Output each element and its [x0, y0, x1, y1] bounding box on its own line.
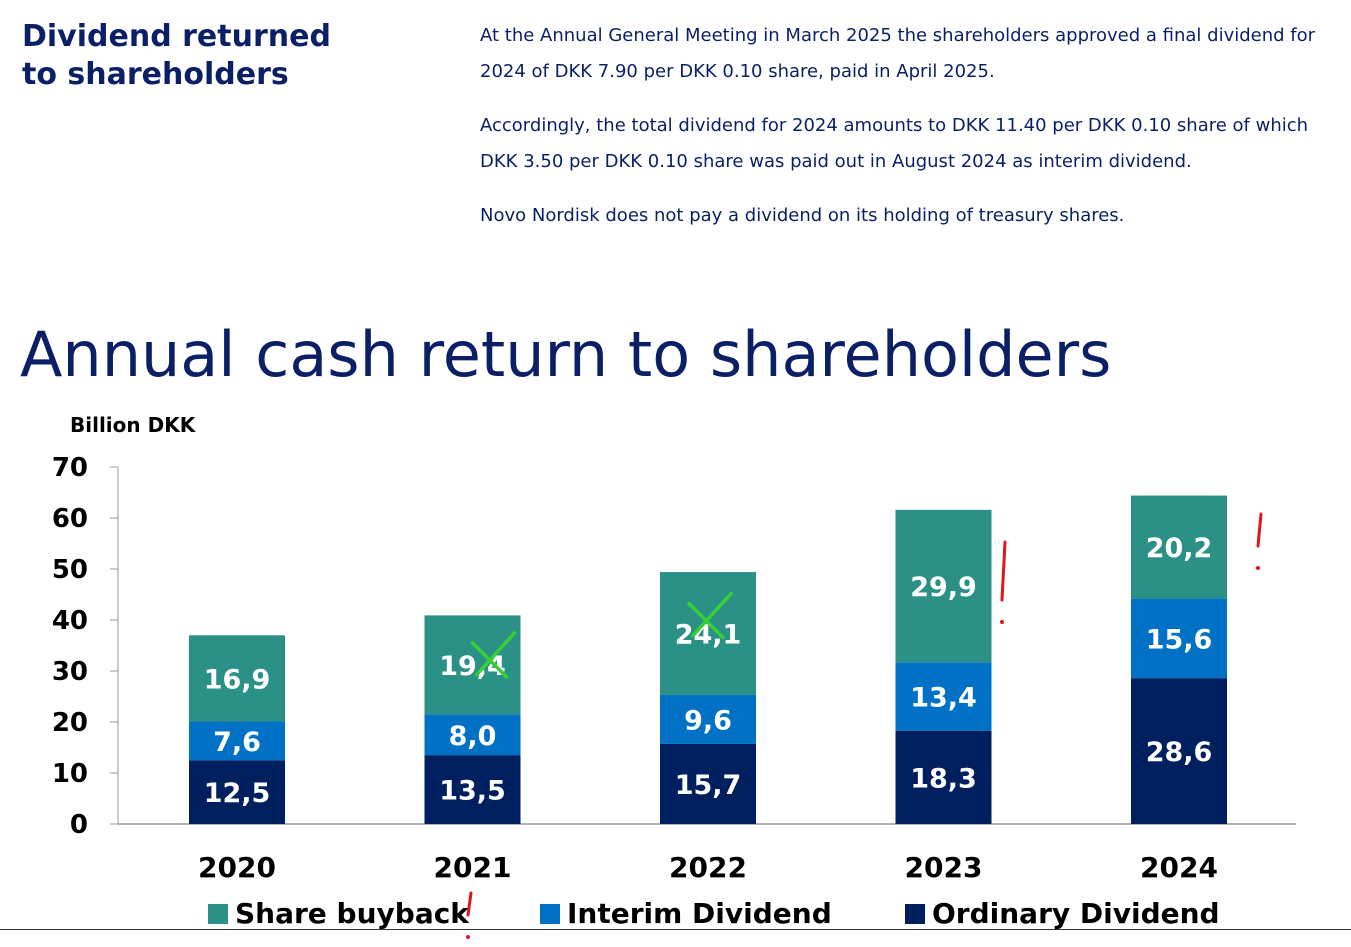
bar-2020-share-buyback	[189, 635, 285, 722]
bar-2023-share-buyback	[895, 509, 992, 663]
x-tick-label-2024: 2024	[1140, 851, 1218, 884]
x-tick-label-2023: 2023	[905, 851, 983, 884]
data-label-2020-share-buyback: 16,9	[204, 664, 271, 695]
x-tick-label-2020: 2020	[198, 851, 276, 884]
x-tick-label-2021: 2021	[434, 851, 512, 884]
bar-2024-interim-dividend	[1131, 598, 1227, 679]
y-tick-label-10: 10	[52, 759, 88, 789]
paragraph-total-dividend: Accordingly, the total dividend for 2024…	[480, 115, 1309, 172]
red-exclamation-mark-2023	[1000, 540, 1007, 624]
bar-2020-ordinary-dividend	[189, 760, 285, 824]
bar-2024-share-buyback	[1131, 495, 1227, 599]
legend-label-share-buyback: Share buyback	[235, 897, 470, 930]
paragraph-agm: At the Annual General Meeting in March 2…	[480, 25, 1316, 82]
bottom-divider	[0, 929, 1351, 930]
x-tick-label-2022: 2022	[669, 851, 747, 884]
data-label-2022-ordinary-dividend: 15,7	[675, 770, 742, 801]
bar-2022-share-buyback	[660, 572, 756, 695]
bar-2020-interim-dividend	[189, 721, 285, 761]
legend-swatch-ordinary-dividend	[905, 904, 925, 924]
legend-swatch-share-buyback	[208, 904, 228, 924]
legend-label-interim-dividend: Interim Dividend	[567, 897, 832, 930]
y-tick-label-40: 40	[52, 606, 88, 636]
bar-2023-ordinary-dividend	[895, 730, 992, 824]
green-cross-mark-2022	[687, 591, 733, 640]
data-label-2024-ordinary-dividend: 28,6	[1146, 737, 1213, 768]
legend-label-ordinary-dividend: Ordinary Dividend	[932, 897, 1220, 930]
data-label-2023-share-buyback: 29,9	[910, 572, 977, 603]
bar-2023-interim-dividend	[895, 662, 992, 731]
y-axis-label: Billion DKK	[70, 413, 197, 437]
data-label-2022-interim-dividend: 9,6	[684, 705, 732, 736]
dividend-description: At the Annual General Meeting in March 2…	[480, 18, 1340, 252]
data-label-2021-interim-dividend: 8,0	[449, 721, 497, 752]
section-heading: Dividend returned to shareholders	[22, 19, 331, 92]
legend-swatch-interim-dividend	[540, 904, 560, 924]
chart-title: Annual cash return to shareholders	[20, 318, 1112, 391]
y-tick-label-20: 20	[52, 708, 88, 738]
data-label-2023-interim-dividend: 13,4	[910, 683, 977, 714]
red-exclamation-mark-2024	[1256, 512, 1263, 570]
bar-2024-ordinary-dividend	[1131, 678, 1227, 824]
y-tick-label-0: 0	[70, 810, 88, 840]
paragraph-treasury-shares: Novo Nordisk does not pay a dividend on …	[480, 205, 1125, 226]
y-tick-label-50: 50	[52, 555, 88, 585]
bar-2021-share-buyback	[424, 615, 521, 715]
y-tick-label-70: 70	[52, 453, 88, 483]
red-exclamation-mark-legend	[466, 891, 473, 939]
data-label-2020-interim-dividend: 7,6	[213, 727, 261, 758]
green-cross-mark-2021	[470, 631, 517, 679]
y-tick-label-60: 60	[52, 504, 88, 534]
bar-2021-interim-dividend	[424, 714, 521, 756]
y-tick-label-30: 30	[52, 657, 88, 687]
bar-2022-interim-dividend	[660, 694, 756, 744]
data-label-2023-ordinary-dividend: 18,3	[910, 763, 977, 794]
data-label-2024-share-buyback: 20,2	[1146, 533, 1213, 564]
data-label-2024-interim-dividend: 15,6	[1146, 624, 1213, 655]
bar-2021-ordinary-dividend	[424, 755, 521, 824]
data-label-2020-ordinary-dividend: 12,5	[204, 778, 271, 809]
bar-2022-ordinary-dividend	[660, 743, 756, 824]
data-label-2021-ordinary-dividend: 13,5	[439, 776, 506, 807]
